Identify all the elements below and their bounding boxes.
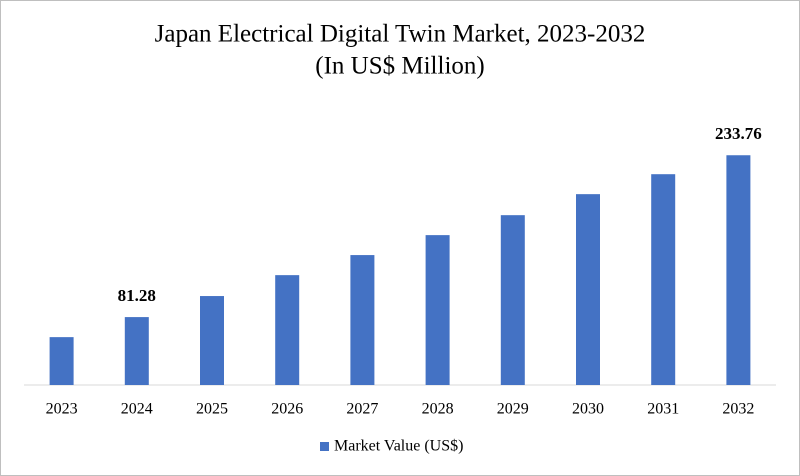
bar xyxy=(49,337,74,385)
x-tick-label: 2028 xyxy=(422,401,454,418)
bar xyxy=(124,317,149,385)
x-tick-label: 2032 xyxy=(722,401,754,418)
data-label: 233.76 xyxy=(715,124,762,143)
bar xyxy=(651,174,676,385)
chart-subtitle: (In US$ Million) xyxy=(315,53,484,80)
data-label: 81.28 xyxy=(118,286,156,305)
bar xyxy=(200,296,224,385)
legend-swatch xyxy=(320,442,329,451)
x-tick-label: 2023 xyxy=(46,401,78,418)
bar xyxy=(726,155,751,385)
bar xyxy=(275,275,300,385)
x-tick-label: 2026 xyxy=(271,401,303,418)
chart-title: Japan Electrical Digital Twin Market, 20… xyxy=(155,21,646,48)
bar xyxy=(500,215,525,385)
legend-label: Market Value (US$) xyxy=(334,438,463,455)
bar xyxy=(576,194,600,385)
x-tick-label: 2030 xyxy=(572,401,604,418)
x-tick-label: 2031 xyxy=(647,401,679,418)
x-tick-label: 2029 xyxy=(497,401,529,418)
bar xyxy=(425,235,450,385)
bar xyxy=(350,255,375,385)
x-tick-label: 2025 xyxy=(196,401,228,418)
x-tick-label: 2024 xyxy=(121,401,153,418)
x-tick-label: 2027 xyxy=(346,401,378,418)
